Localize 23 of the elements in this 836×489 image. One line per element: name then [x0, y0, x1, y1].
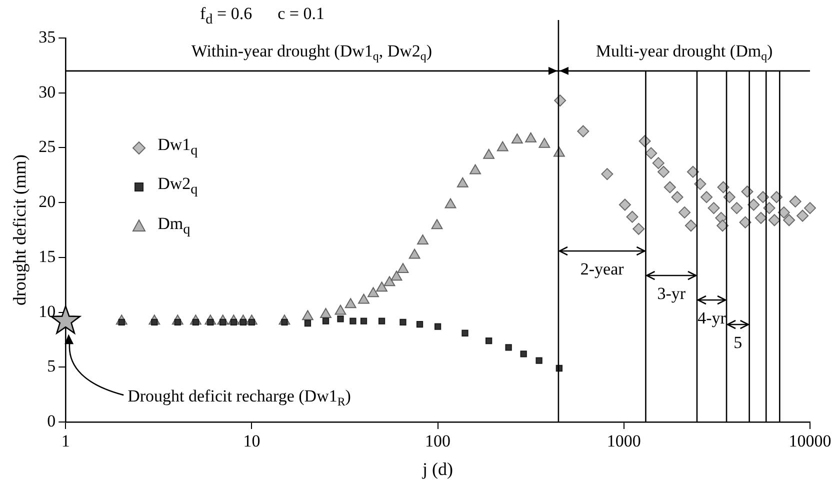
y-tick-label: 10: [38, 302, 56, 321]
x-axis-title: j (d): [422, 458, 454, 479]
y-tick-label: 15: [38, 246, 56, 266]
x-tick-label: 100: [425, 432, 451, 451]
x-tick-label: 10000: [788, 432, 832, 451]
y-axis-title: drought deficit (mm): [10, 154, 30, 306]
y-tick-label: 30: [38, 82, 56, 102]
x-tick-label: 1: [61, 432, 70, 451]
annotation: 5: [734, 332, 742, 352]
legend-label: Dw2$_{q}$: [158, 173, 198, 200]
chart-title: f$_{d}$ = 0.6 c = 0.1: [200, 4, 324, 28]
annotation: 4-yr: [698, 308, 726, 328]
y-tick-label: 0: [47, 411, 56, 430]
annotation: 2-year: [580, 259, 624, 278]
y-tick-label: 20: [38, 192, 56, 212]
y-tick-label: 25: [38, 137, 56, 156]
y-tick-label: 35: [38, 27, 56, 46]
x-tick-label: 10: [243, 432, 260, 451]
x-tick-label: 1000: [606, 432, 641, 451]
legend-label: Dm$_{q}$: [158, 212, 190, 240]
annotation: 3-yr: [657, 284, 686, 303]
y-tick-label: 5: [47, 356, 56, 376]
legend-label: Dw1$_{q}$: [158, 134, 198, 160]
